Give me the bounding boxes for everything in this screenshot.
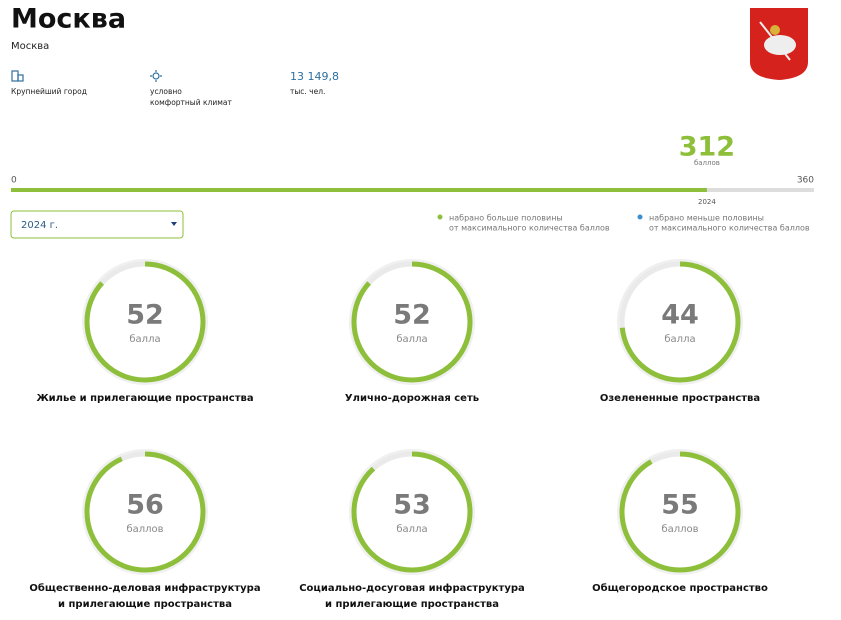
ring-unit: балла [129,334,160,345]
progress-max: 360 [797,176,814,186]
category-name: Социально-досуговая инфраструктура [299,582,525,594]
category-name: и прилегающие пространства [58,599,232,610]
ring-shadow [349,259,475,385]
ring-shadow [82,449,208,575]
progress-min: 0 [11,176,17,186]
ring-score: 52 [393,300,431,331]
ring-arc [351,451,473,573]
select-arrow[interactable] [171,222,177,226]
category-name: Озелененные пространства [600,393,760,404]
year-select-value[interactable]: 2024 г. [21,220,58,231]
progress-fill [11,188,707,192]
city-title: Москва [11,4,126,35]
ring-arc [619,451,741,573]
total-unit: баллов [694,159,720,167]
ring-score: 56 [126,490,164,521]
ring-unit: балла [664,334,695,345]
year-select[interactable] [10,210,184,239]
ring-arc [619,261,741,383]
ring-unit: балла [396,524,427,535]
ring-arc [84,451,206,573]
fact-label: тыс. чел. [290,87,325,96]
ring-arc [84,261,206,383]
ring-unit: балла [396,334,427,345]
category-name: и прилегающие пространства [325,599,499,610]
category-name: Жилье и прилегающие пространства [36,393,253,404]
fact-icons [11,70,162,82]
city-subtitle: Москва [11,41,49,52]
ring-shadow [617,259,743,385]
legend-dot [637,214,643,220]
ring-unit: баллов [661,524,698,535]
ring-shadow [82,259,208,385]
category-name: Улично-дорожная сеть [345,393,479,404]
legend-text: набрано больше половины [449,214,563,223]
fact-label: комфортный климат [150,98,232,107]
legend-dot [437,214,443,220]
total-year: 2024 [698,198,716,206]
ring-shadow [617,449,743,575]
legend-text: набрано меньше половины [649,214,764,223]
ring-score: 52 [126,300,164,331]
category-name: Общегородское пространство [592,582,768,594]
ring-score: 44 [661,300,699,331]
total-score: 312 [679,132,735,163]
fact-label: условно [150,87,182,96]
ring-arc [351,261,473,383]
fact-value: 13 149,8 [290,70,339,83]
ring-score: 53 [393,490,431,521]
legend-text: от максимального количества баллов [649,224,810,233]
ring-score: 55 [661,490,699,521]
category-name: Общественно-деловая инфраструктура [29,582,260,594]
ring-shadow [349,449,475,575]
legend-text: от максимального количества баллов [449,224,610,233]
fact-label: Крупнейший город [11,87,87,96]
coat-of-arms [750,8,808,80]
ring-unit: баллов [126,524,163,535]
